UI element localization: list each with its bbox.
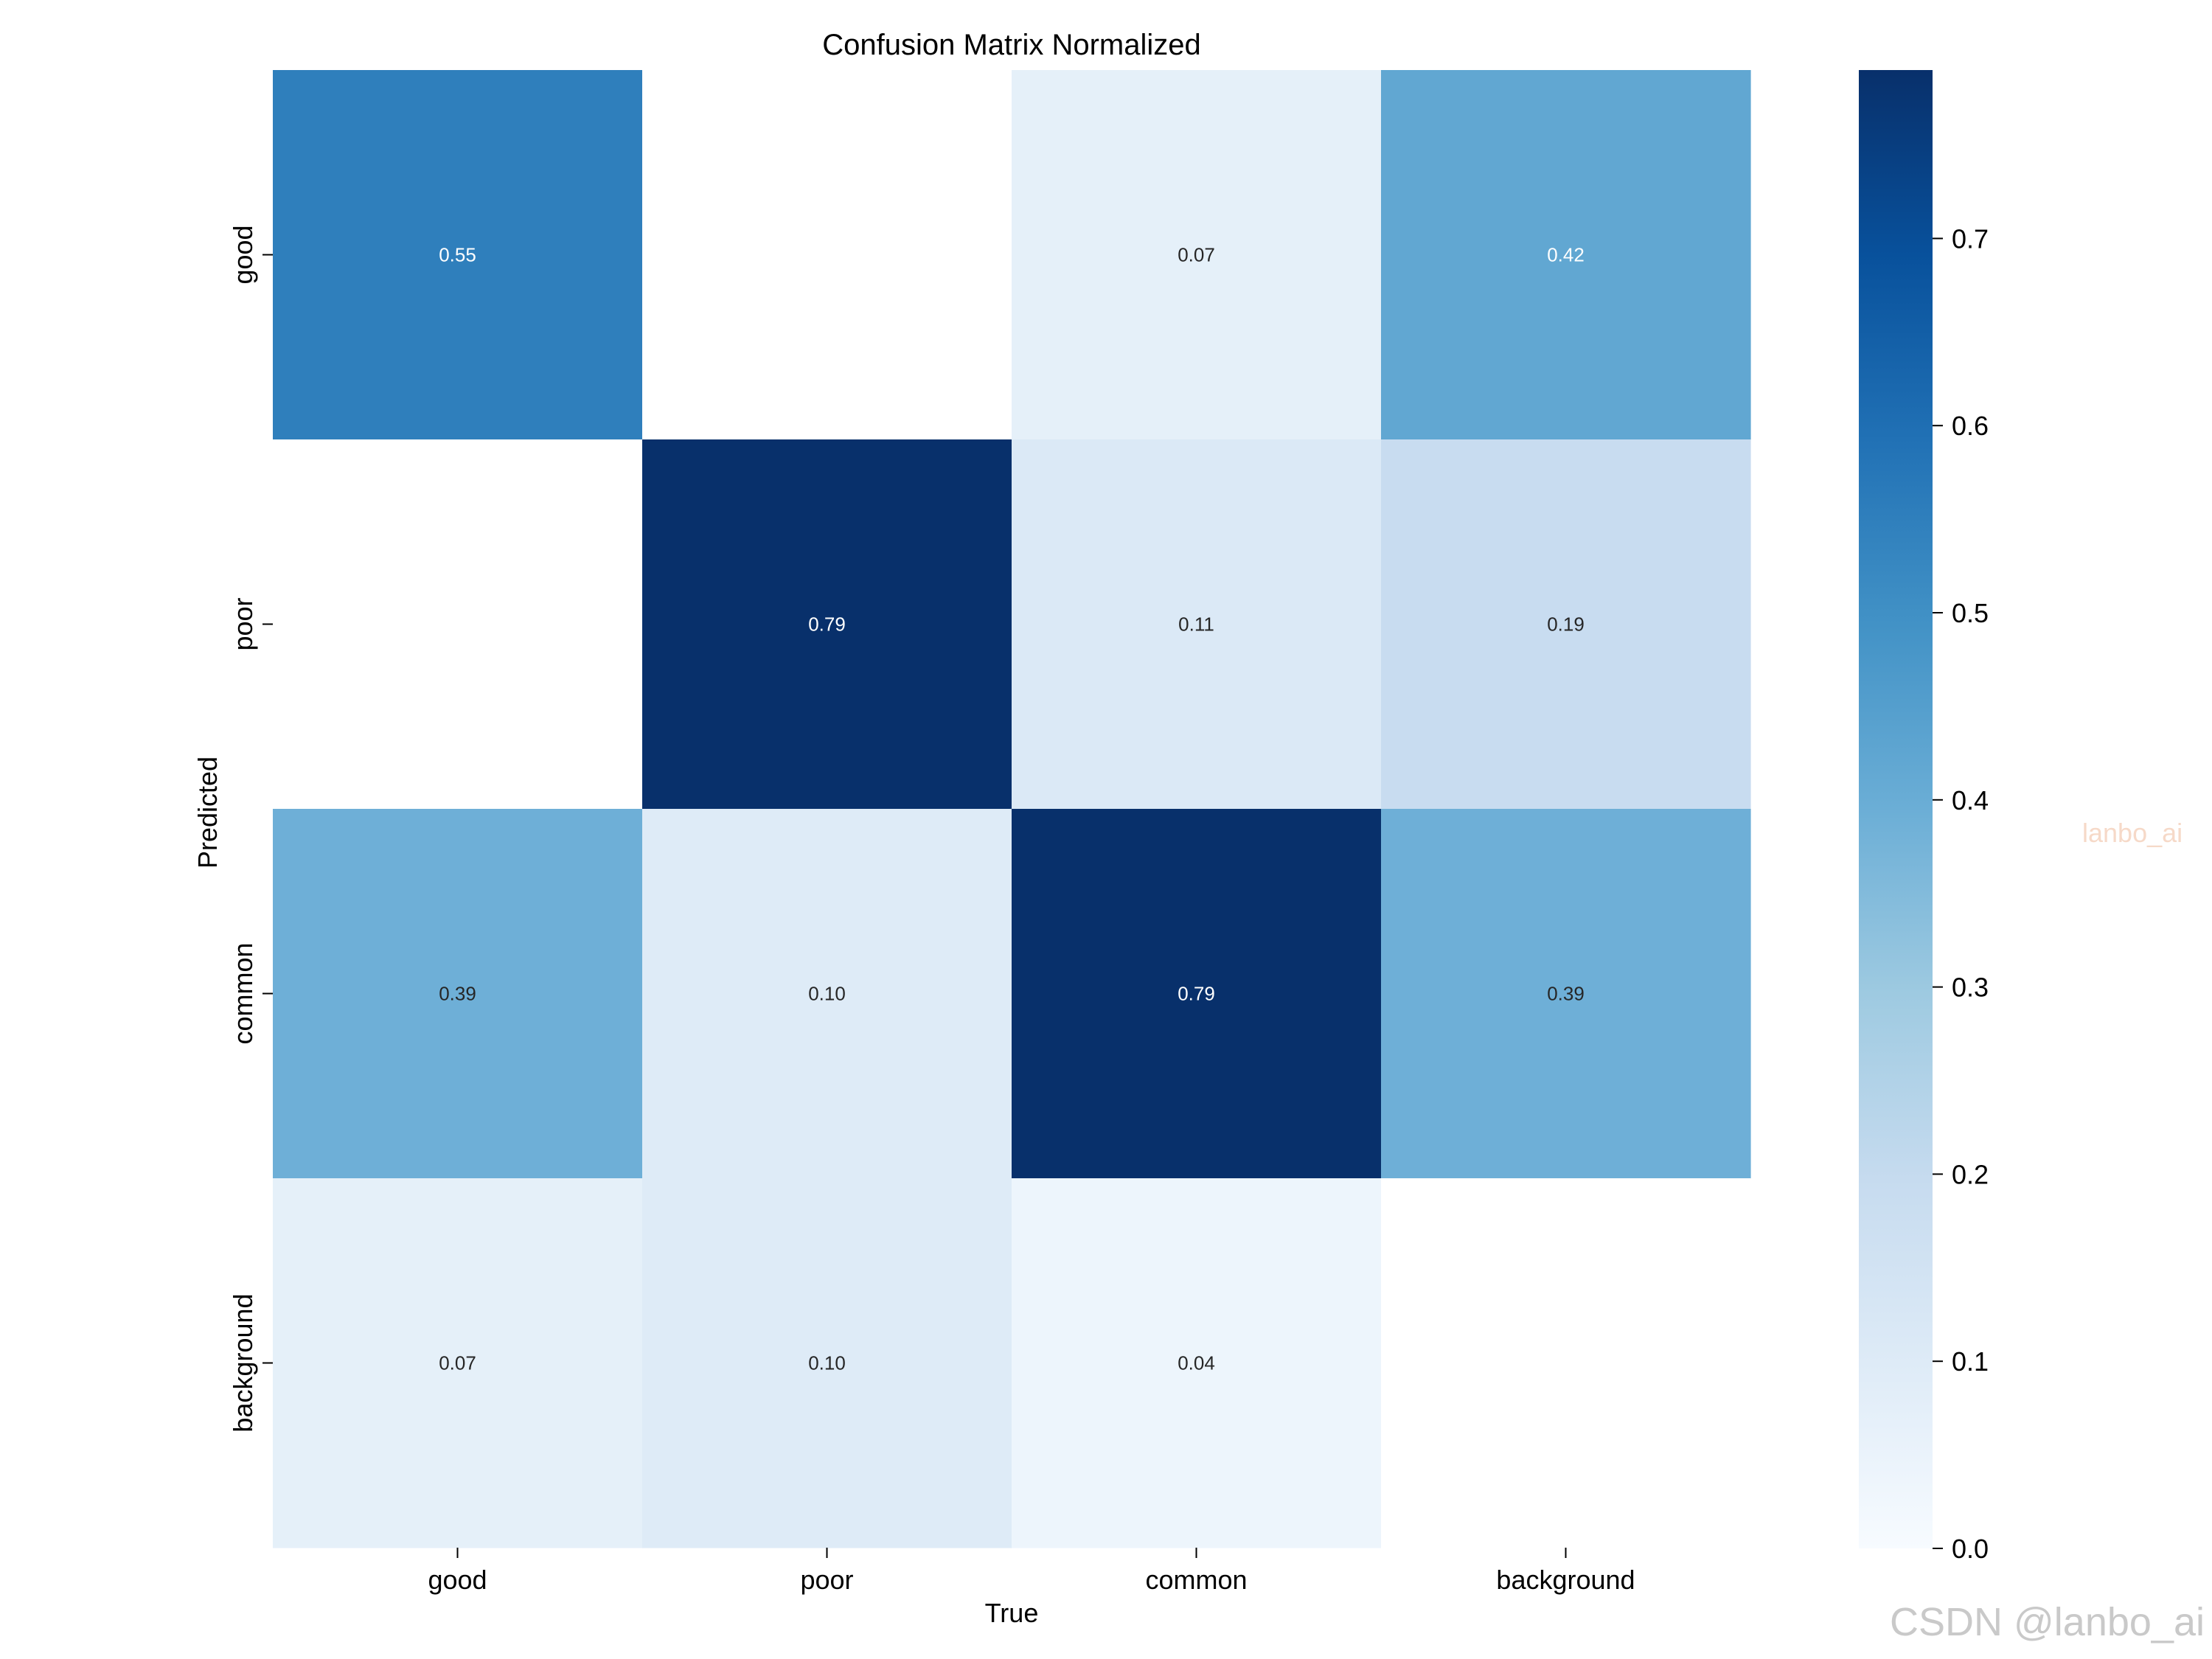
heatmap-cell-good-common <box>1012 70 1382 440</box>
colorbar-tick-label: 0.1 <box>1952 1346 1989 1377</box>
heatmap-cell-good-background <box>1381 70 1751 440</box>
y-tick-label-common: common <box>228 942 258 1044</box>
cell-value-label: 0.10 <box>808 983 846 1005</box>
colorbar-tick-label: 0.5 <box>1952 598 1989 628</box>
y-axis-label: Predicted <box>192 757 223 869</box>
cell-value-label: 0.07 <box>1178 244 1215 266</box>
cell-value-label: 0.79 <box>1178 983 1215 1005</box>
heatmap-cell-common-common <box>1012 809 1382 1179</box>
heatmap-cell-labels: 0.55 0.07 0.42 0.79 0.11 0.19 0.39 0.10 0.79 0.39… <box>439 244 1585 1374</box>
heatmap-cell-good-poor <box>642 70 1012 440</box>
cell-value-label: 0.19 <box>1547 613 1585 636</box>
cell-value-label: 0.39 <box>439 983 476 1005</box>
x-tick-label-common: common <box>1145 1565 1247 1595</box>
heatmap-cell-common-background <box>1381 809 1751 1179</box>
y-tick-label-poor: poor <box>228 597 258 650</box>
x-tick-label-poor: poor <box>800 1565 853 1595</box>
heatmap-cells <box>273 70 1751 1548</box>
heatmap-cell-common-poor <box>642 809 1012 1179</box>
heatmap-cell-background-common <box>1012 1178 1382 1548</box>
colorbar-tick-label: 0.0 <box>1952 1534 1989 1564</box>
heatmap-cell-background-good <box>273 1178 643 1548</box>
heatmap-cell-poor-poor <box>642 439 1012 810</box>
colorbar <box>1859 70 1933 1548</box>
heatmap-cell-poor-background <box>1381 439 1751 810</box>
heatmap-cell-poor-common <box>1012 439 1382 810</box>
y-axis-ticks: good poor common background <box>228 225 273 1433</box>
corner-watermark: CSDN @lanbo_ai <box>1890 1600 2205 1644</box>
heatmap-cell-common-good <box>273 809 643 1179</box>
cell-value-label: 0.07 <box>439 1352 476 1374</box>
colorbar-ticks: 0.0 0.1 0.2 0.3 0.4 0.5 0.6 0.7 <box>1933 223 1989 1564</box>
y-tick-label-good: good <box>228 225 258 284</box>
cell-value-label: 0.39 <box>1547 983 1585 1005</box>
colorbar-tick-label: 0.2 <box>1952 1159 1989 1189</box>
x-axis-label: True <box>985 1598 1039 1628</box>
colorbar-tick-label: 0.7 <box>1952 223 1989 254</box>
heatmap-cell-poor-good <box>273 439 643 810</box>
x-axis-ticks: good poor common background <box>428 1548 1635 1595</box>
cell-value-label: 0.04 <box>1178 1352 1215 1374</box>
cell-value-label: 0.42 <box>1547 244 1585 266</box>
cell-value-label: 0.79 <box>808 613 846 636</box>
cell-value-label: 0.11 <box>1178 613 1214 636</box>
chart-title: Confusion Matrix Normalized <box>822 29 1201 61</box>
heatmap-cell-background-poor <box>642 1178 1012 1548</box>
side-watermark: lanbo_ai <box>2082 818 2183 848</box>
colorbar-tick-label: 0.6 <box>1952 411 1989 441</box>
heatmap-cell-good-good <box>273 70 643 440</box>
x-tick-label-good: good <box>428 1565 487 1595</box>
cell-value-label: 0.10 <box>808 1352 846 1374</box>
y-tick-label-background: background <box>228 1293 258 1432</box>
colorbar-tick-label: 0.4 <box>1952 785 1989 815</box>
x-tick-label-background: background <box>1496 1565 1635 1595</box>
colorbar-tick-label: 0.3 <box>1952 973 1989 1003</box>
cell-value-label: 0.55 <box>439 244 476 266</box>
heatmap-cell-background-background <box>1381 1178 1751 1548</box>
